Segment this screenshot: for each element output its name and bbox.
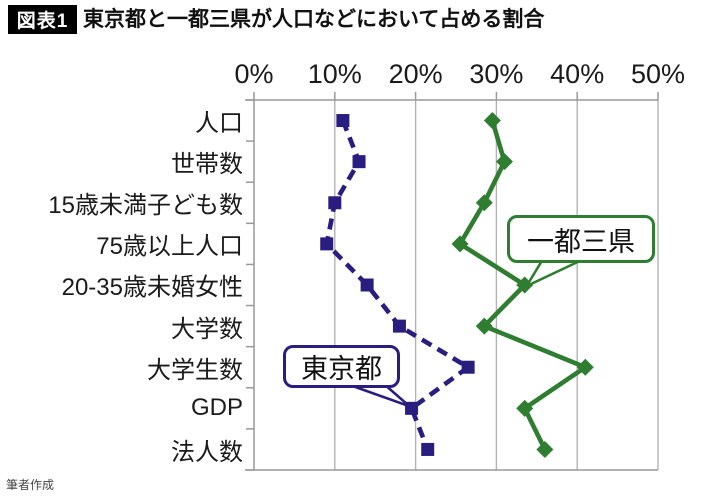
marker-itto-sanken: [475, 194, 493, 212]
category-label-gdp: GDP: [190, 394, 243, 422]
marker-tokyo: [461, 360, 475, 374]
category-label-households: 世帯数: [171, 151, 243, 179]
x-tick-label-50: 50%: [630, 59, 686, 89]
marker-itto-sanken: [495, 153, 513, 171]
x-tick-label-20: 20%: [388, 59, 443, 89]
marker-itto-sanken: [451, 235, 469, 253]
category-axis: 人口 世帯数 15歳未満子ども数 75歳以上人口 20-35歳未婚女性 大学数 …: [0, 100, 246, 470]
figure-header: 図表1 東京都と一都三県が人口などにおいて占める割合: [8, 5, 544, 34]
marker-tokyo: [352, 155, 366, 169]
marker-tokyo: [336, 114, 350, 128]
marker-itto-sanken: [475, 317, 493, 335]
marker-tokyo: [360, 278, 374, 292]
callout-tail-itto-sanken: [523, 257, 585, 290]
marker-itto-sanken: [576, 358, 594, 376]
figure-title: 東京都と一都三県が人口などにおいて占める割合: [83, 8, 545, 31]
category-label-univ-students: 大学生数: [147, 356, 243, 384]
x-tick-label-0: 0%: [234, 59, 274, 89]
marker-itto-sanken: [516, 399, 534, 417]
category-label-age75-plus: 75歳以上人口: [96, 233, 243, 261]
category-label-population: 人口: [195, 110, 243, 138]
marker-tokyo: [421, 442, 435, 456]
marker-itto-sanken: [536, 440, 554, 458]
x-tick-label-30: 30%: [469, 59, 524, 89]
x-tick-label-10: 10%: [307, 59, 362, 89]
series-label-itto-sanken: 一都三県: [507, 215, 655, 263]
category-label-corporations: 法人数: [171, 438, 243, 466]
figure-number-tag: 図表1: [8, 5, 77, 34]
series-label-tokyo: 東京都: [283, 345, 400, 388]
x-tick-label-40: 40%: [550, 59, 605, 89]
source-note: 筆者作成: [6, 478, 55, 492]
category-label-unmarried-women: 20-35歳未婚女性: [61, 274, 243, 302]
marker-itto-sanken: [483, 112, 501, 130]
series-line-tokyo: [324, 119, 473, 451]
category-label-children-u15: 15歳未満子ども数: [48, 192, 243, 220]
marker-tokyo: [328, 196, 342, 210]
category-label-universities: 大学数: [171, 315, 243, 343]
marker-tokyo: [320, 237, 334, 251]
marker-tokyo: [392, 319, 406, 333]
